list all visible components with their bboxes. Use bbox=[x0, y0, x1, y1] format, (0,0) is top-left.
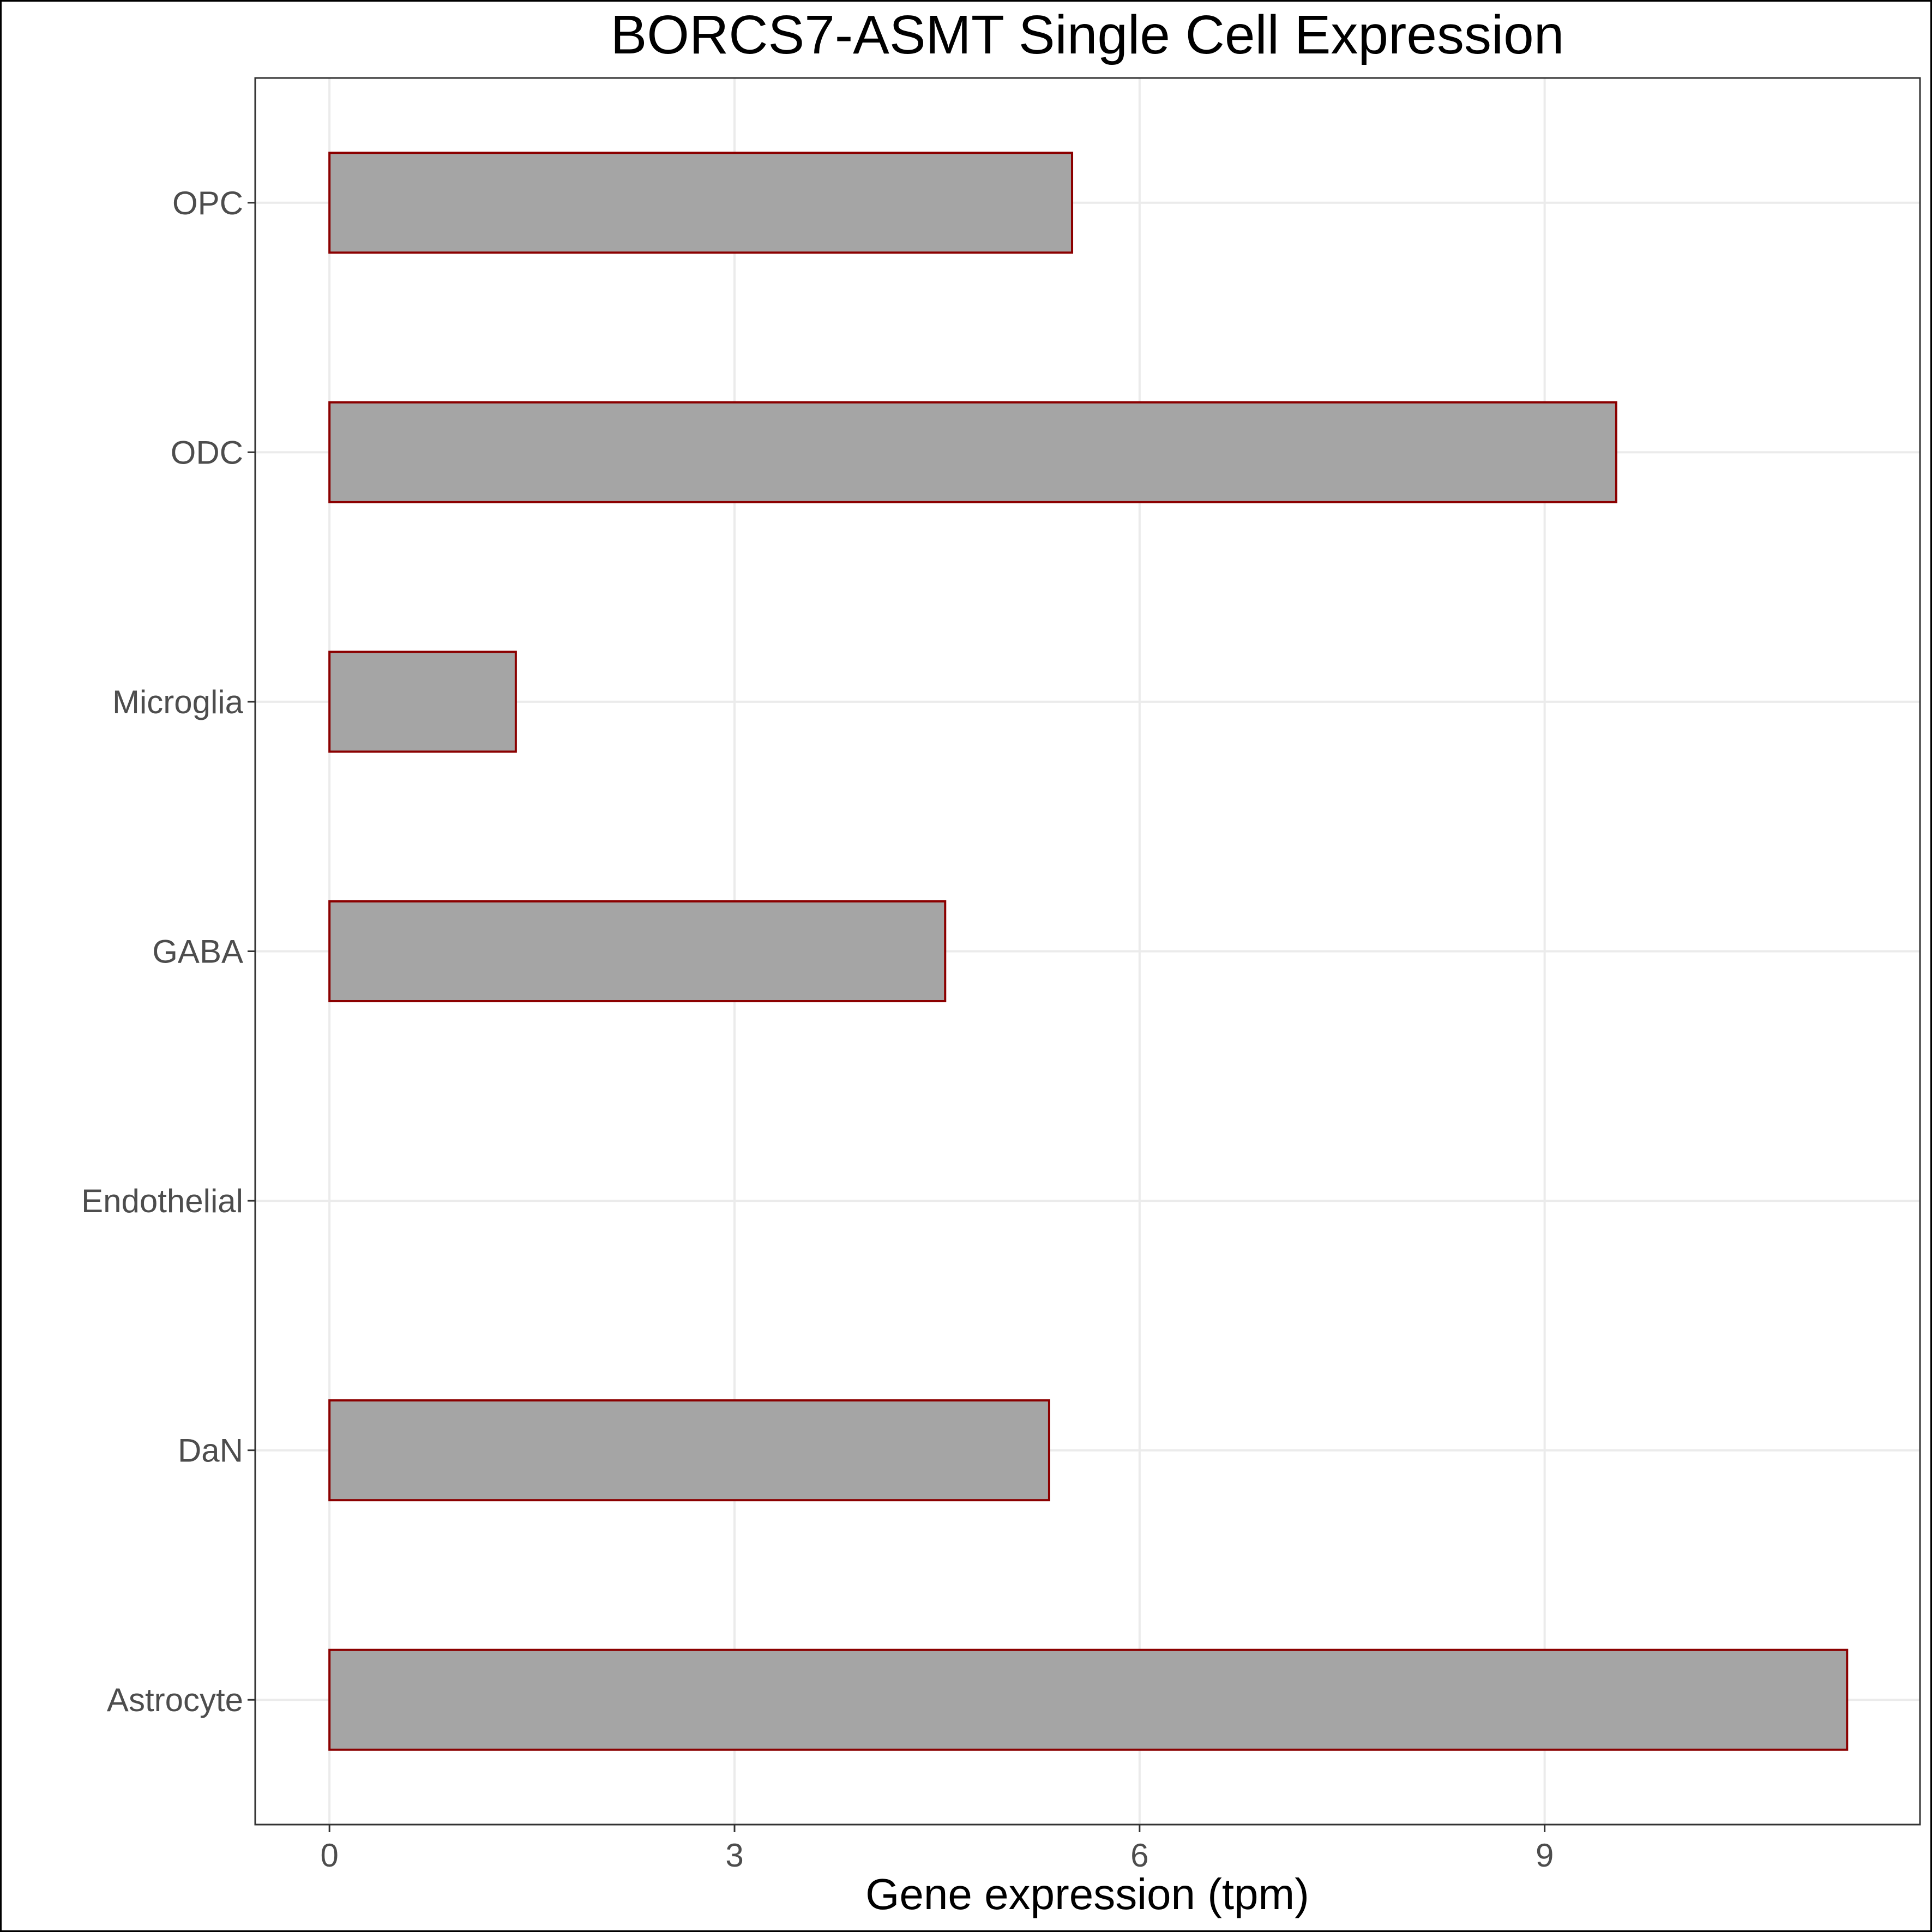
bars bbox=[328, 152, 1849, 1751]
x-tick-label: 0 bbox=[320, 1837, 338, 1874]
y-tick-label: DaN bbox=[178, 1433, 243, 1469]
bar-odc bbox=[328, 401, 1617, 503]
bar-opc bbox=[328, 152, 1074, 254]
x-tick-label: 9 bbox=[1536, 1837, 1554, 1874]
x-axis: 0 3 6 9 bbox=[320, 1825, 1554, 1874]
bar-dan bbox=[328, 1399, 1050, 1502]
bar-astrocyte bbox=[328, 1648, 1849, 1751]
bar-gaba bbox=[328, 900, 947, 1003]
y-tick-label: GABA bbox=[152, 934, 243, 970]
y-tick-label: ODC bbox=[171, 434, 243, 471]
y-tick-label: OPC bbox=[172, 185, 243, 221]
y-axis: OPC ODC Microglia GABA Endothelial DaN Astrocy… bbox=[81, 185, 255, 1718]
y-tick-label: Astrocyte bbox=[107, 1682, 243, 1718]
y-tick-label: Microglia bbox=[112, 684, 244, 720]
y-tick-label: Endothelial bbox=[81, 1183, 243, 1219]
bar-microglia bbox=[328, 651, 517, 753]
x-axis-title: Gene expression (tpm) bbox=[865, 1870, 1309, 1918]
x-tick-label: 6 bbox=[1130, 1837, 1148, 1874]
x-tick-label: 3 bbox=[725, 1837, 743, 1874]
chart-title: BORCS7-ASMT Single Cell Expression bbox=[611, 4, 1564, 65]
